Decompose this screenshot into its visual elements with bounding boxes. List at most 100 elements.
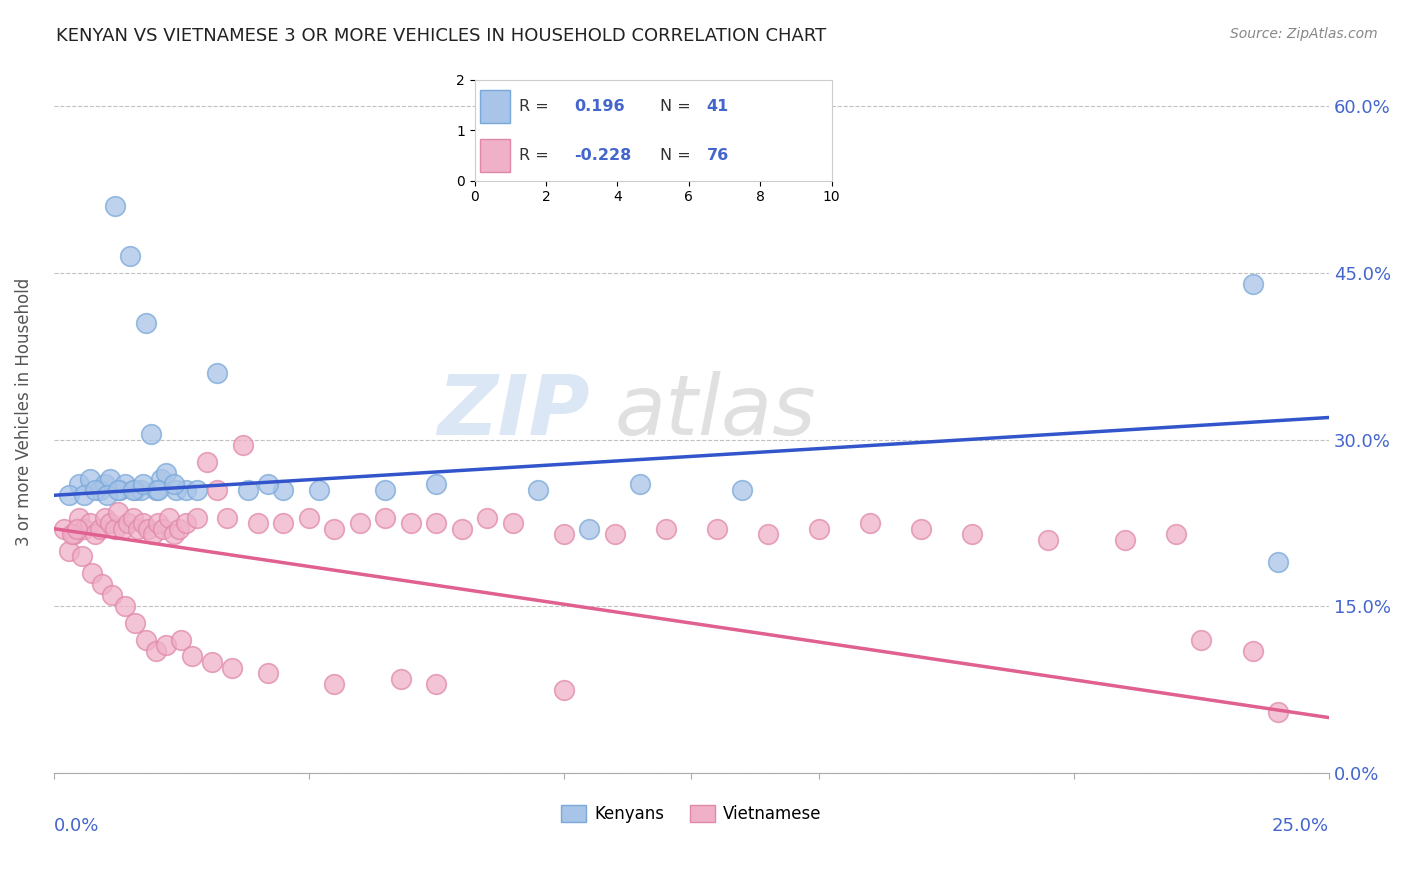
Point xyxy=(1267,555,1289,569)
Point xyxy=(236,483,259,497)
Point xyxy=(655,522,678,536)
Point xyxy=(165,483,187,497)
Point xyxy=(186,483,208,497)
Point xyxy=(66,522,89,536)
Point xyxy=(180,649,202,664)
Point xyxy=(129,483,152,497)
Y-axis label: 3 or more Vehicles in Household: 3 or more Vehicles in Household xyxy=(15,277,32,546)
Point xyxy=(502,516,524,530)
Point xyxy=(124,483,146,497)
Point xyxy=(152,522,174,536)
Point xyxy=(124,616,146,631)
Point xyxy=(163,527,186,541)
Point xyxy=(53,522,76,536)
Point xyxy=(94,477,117,491)
Point xyxy=(731,483,754,497)
Point xyxy=(1114,533,1136,547)
Point xyxy=(80,566,103,581)
Point xyxy=(201,655,224,669)
Point xyxy=(83,483,105,497)
Point xyxy=(1241,644,1264,658)
Point xyxy=(1241,277,1264,292)
Text: KENYAN VS VIETNAMESE 3 OR MORE VEHICLES IN HOUSEHOLD CORRELATION CHART: KENYAN VS VIETNAMESE 3 OR MORE VEHICLES … xyxy=(56,27,827,45)
Point xyxy=(246,516,269,530)
Point xyxy=(374,483,396,497)
Point xyxy=(323,522,346,536)
Point xyxy=(170,632,193,647)
Point xyxy=(425,516,447,530)
Point xyxy=(73,488,96,502)
Point xyxy=(148,516,170,530)
Point xyxy=(273,483,295,497)
Point xyxy=(107,483,129,497)
Point xyxy=(145,644,167,658)
Point xyxy=(186,510,208,524)
Point xyxy=(603,527,626,541)
Point xyxy=(101,588,124,602)
Point xyxy=(139,427,162,442)
Point xyxy=(135,316,157,330)
Point xyxy=(960,527,983,541)
Point xyxy=(323,677,346,691)
Point xyxy=(60,527,83,541)
Point xyxy=(122,483,145,497)
Point xyxy=(308,483,330,497)
Point xyxy=(132,477,155,491)
Point xyxy=(155,638,177,652)
Point xyxy=(257,477,280,491)
Point xyxy=(79,472,101,486)
Point xyxy=(195,455,218,469)
Point xyxy=(553,682,575,697)
Legend: Kenyans, Vietnamese: Kenyans, Vietnamese xyxy=(555,798,828,830)
Point xyxy=(114,599,136,614)
Point xyxy=(127,522,149,536)
Point xyxy=(67,477,90,491)
Point xyxy=(176,516,198,530)
Point xyxy=(89,522,111,536)
Point xyxy=(70,549,93,564)
Text: 0.0%: 0.0% xyxy=(53,816,100,835)
Point xyxy=(142,527,165,541)
Point xyxy=(451,522,474,536)
Point xyxy=(107,505,129,519)
Point xyxy=(1191,632,1213,647)
Point xyxy=(205,483,228,497)
Point xyxy=(628,477,651,491)
Point xyxy=(91,577,114,591)
Point xyxy=(176,483,198,497)
Point xyxy=(1164,527,1187,541)
Point xyxy=(83,527,105,541)
Point xyxy=(73,522,96,536)
Point xyxy=(94,510,117,524)
Text: 25.0%: 25.0% xyxy=(1272,816,1329,835)
Point xyxy=(114,477,136,491)
Point xyxy=(117,516,139,530)
Text: Source: ZipAtlas.com: Source: ZipAtlas.com xyxy=(1230,27,1378,41)
Point xyxy=(104,199,127,213)
Point xyxy=(122,510,145,524)
Point xyxy=(67,510,90,524)
Text: ZIP: ZIP xyxy=(437,371,589,452)
Point xyxy=(104,522,127,536)
Point xyxy=(232,438,254,452)
Point xyxy=(120,249,142,263)
Point xyxy=(807,522,830,536)
Point xyxy=(1038,533,1060,547)
Point xyxy=(205,366,228,380)
Point xyxy=(298,510,321,524)
Point xyxy=(167,522,190,536)
Point xyxy=(157,510,180,524)
Point xyxy=(89,483,111,497)
Point xyxy=(553,527,575,541)
Point xyxy=(374,510,396,524)
Point xyxy=(527,483,550,497)
Point xyxy=(163,477,186,491)
Point xyxy=(477,510,499,524)
Point xyxy=(155,466,177,480)
Point xyxy=(1267,705,1289,719)
Point xyxy=(399,516,422,530)
Point xyxy=(578,522,600,536)
Point xyxy=(910,522,932,536)
Point xyxy=(425,477,447,491)
Point xyxy=(257,666,280,681)
